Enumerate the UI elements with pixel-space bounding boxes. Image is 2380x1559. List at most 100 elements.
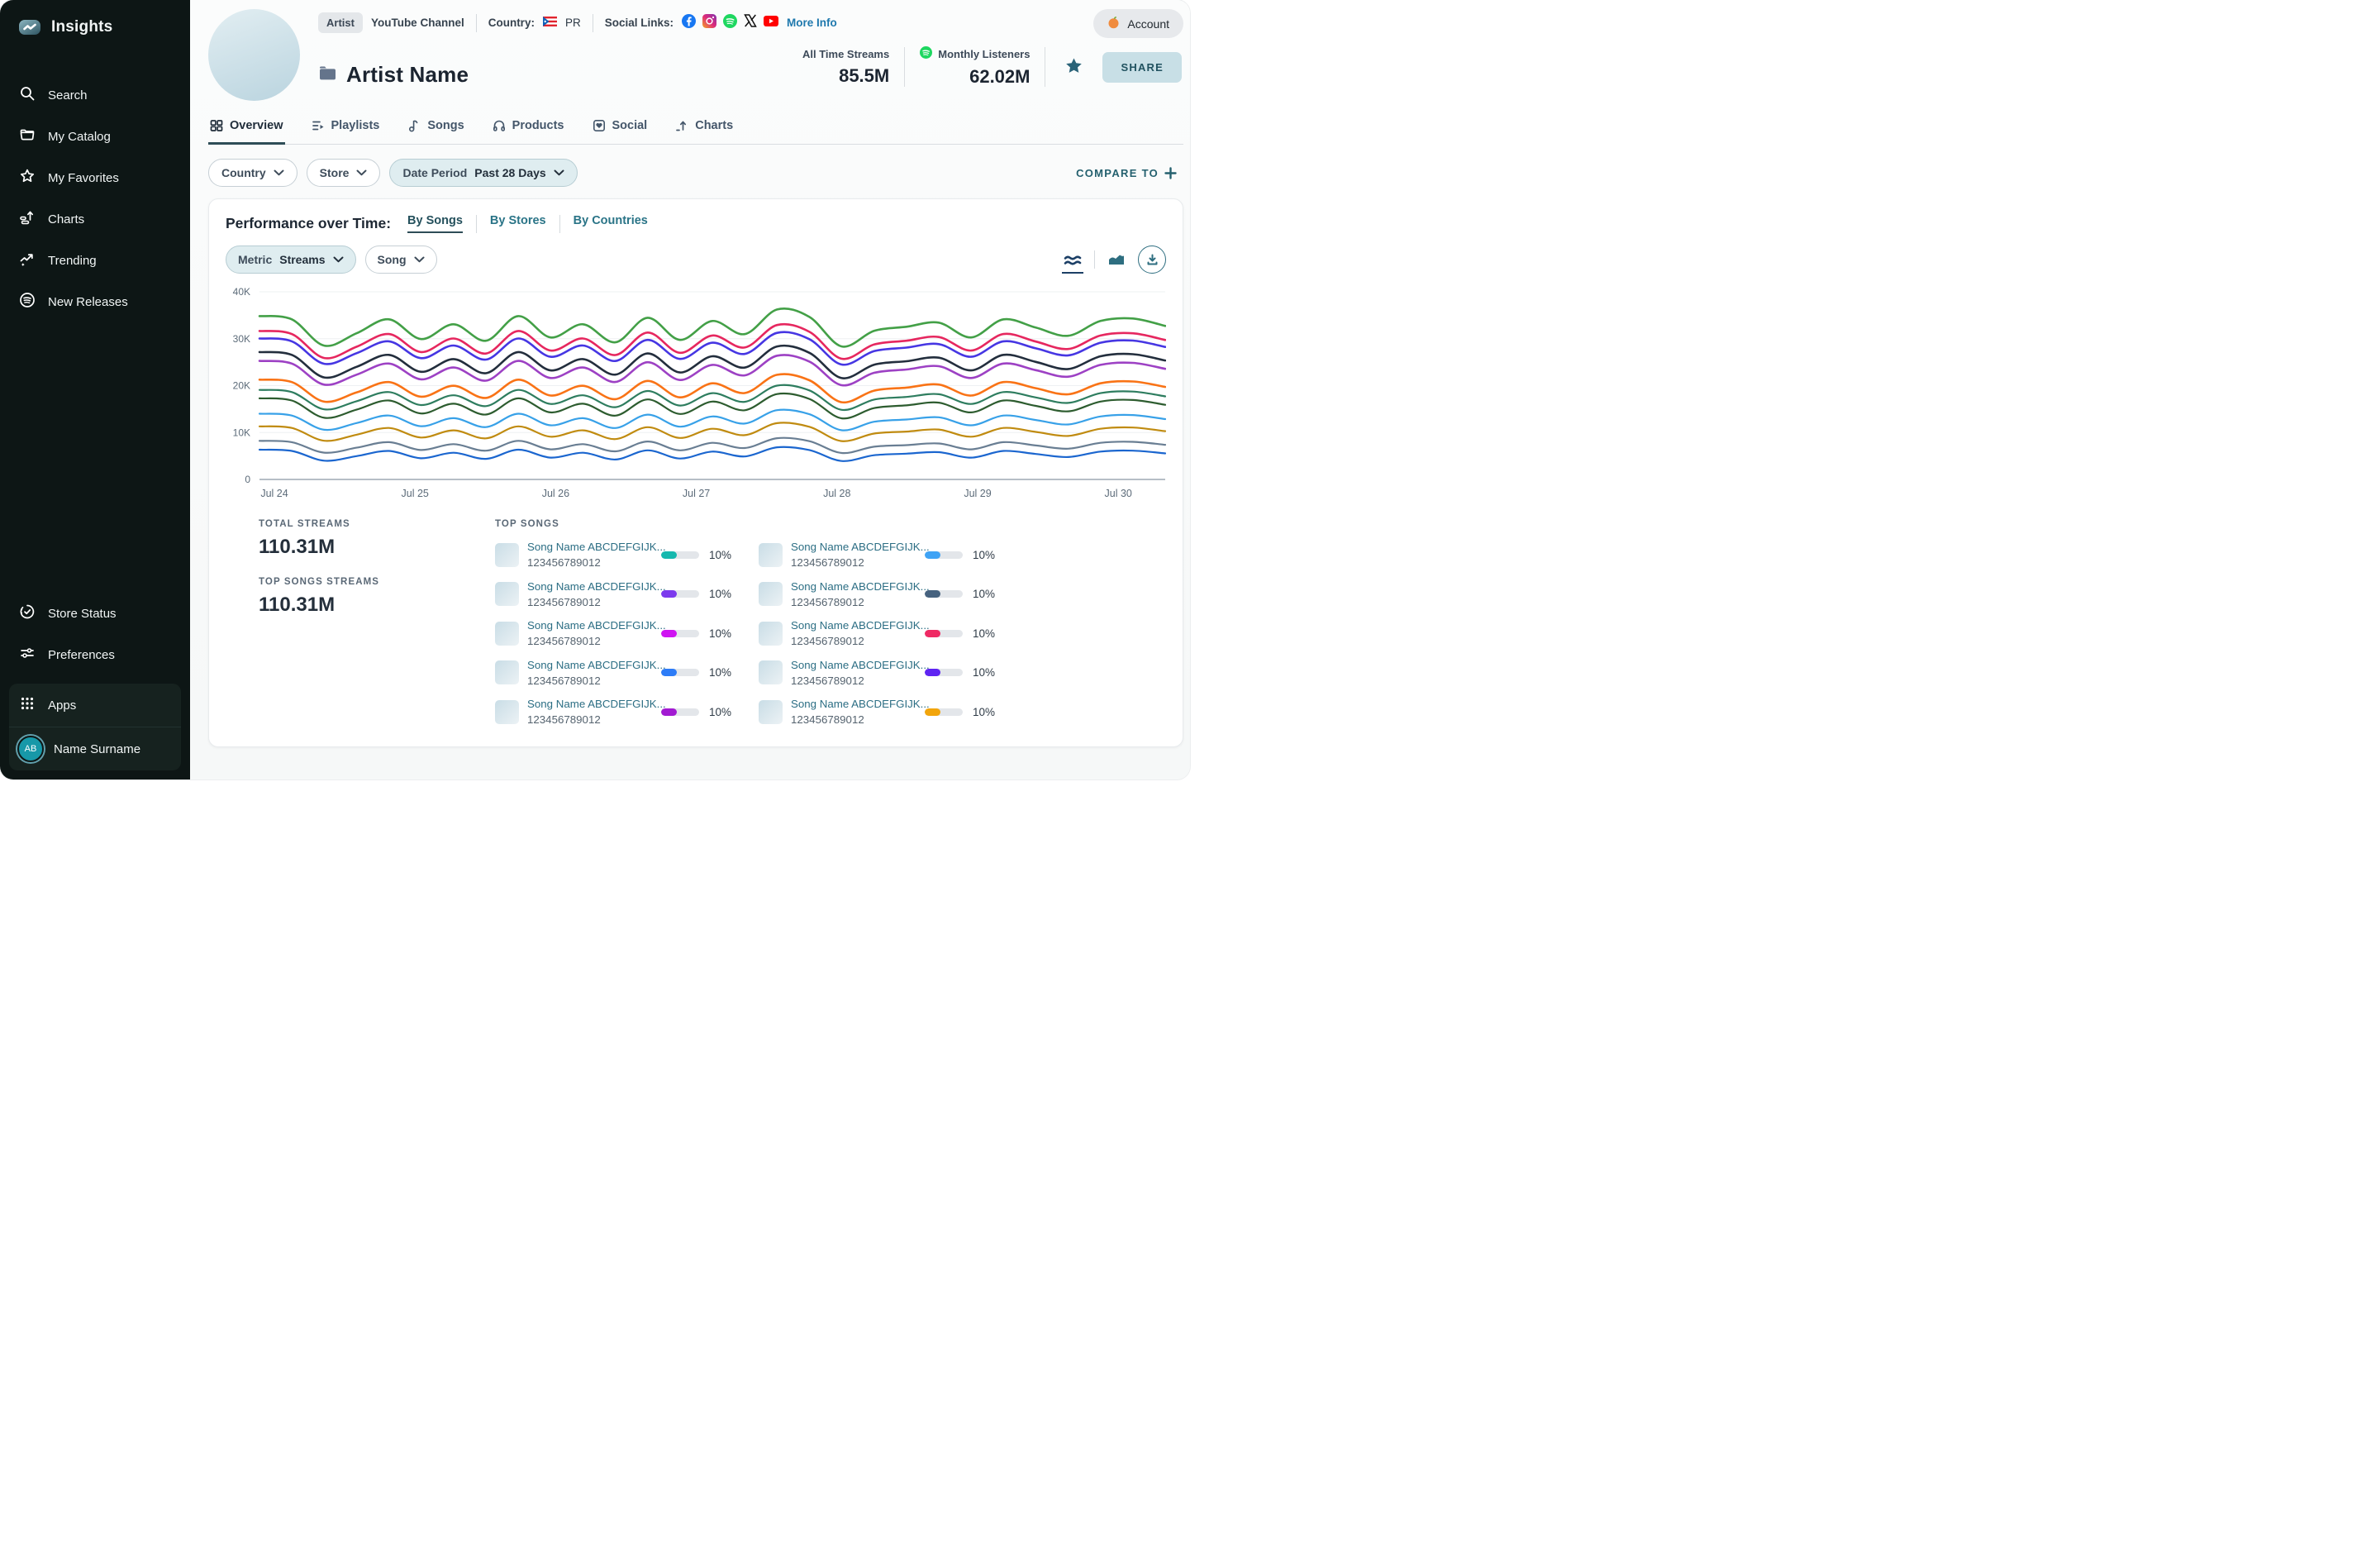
divider [559, 214, 560, 233]
youtube-channel-link[interactable]: YouTube Channel [370, 17, 464, 29]
sidebar-item-label: Preferences [48, 647, 115, 662]
sidebar-item-label: My Catalog [48, 129, 111, 144]
song-row: Song Name ABCDEFGIJK... 123456789012 10% [495, 617, 735, 650]
brand-name: Insights [51, 18, 113, 36]
sidebar-item-trending[interactable]: Trending [9, 240, 181, 281]
tab-overview[interactable]: Overview [208, 119, 285, 145]
folder-icon [318, 64, 337, 85]
tab-playlists[interactable]: Playlists [310, 119, 382, 145]
sidebar-item-preferences[interactable]: Preferences [9, 634, 181, 675]
song-progress-track [925, 590, 963, 598]
tab-songs[interactable]: Songs [406, 119, 465, 145]
song-id: 123456789012 [527, 635, 601, 648]
account-button[interactable]: Account [1093, 9, 1183, 38]
social-icons [682, 13, 778, 32]
song-progress-fill [661, 551, 678, 559]
sidebar-item-store-status[interactable]: Store Status [9, 593, 181, 634]
song-title-link[interactable]: Song Name ABCDEFGIJK... [527, 619, 666, 632]
sidebar-item-my-favorites[interactable]: My Favorites [9, 157, 181, 198]
sidebar-item-apps[interactable]: Apps [9, 684, 181, 727]
song-percent: 10% [709, 705, 732, 718]
svg-text:Jul 24: Jul 24 [260, 488, 288, 499]
sidebar-item-my-catalog[interactable]: My Catalog [9, 116, 181, 157]
svg-text:Jul 30: Jul 30 [1105, 488, 1132, 499]
store-filter-dropdown[interactable]: Store [306, 159, 381, 187]
line-chart-icon [1064, 255, 1082, 265]
sidebar-item-label: Store Status [48, 606, 117, 621]
charts-icon [19, 209, 36, 229]
song-title-link[interactable]: Song Name ABCDEFGIJK... [527, 579, 666, 593]
song-progress-fill [925, 629, 941, 637]
breakdown-dropdown[interactable]: Song [364, 246, 437, 274]
song-thumbnail [495, 621, 519, 646]
spotify-icon[interactable] [723, 13, 737, 32]
download-button[interactable] [1138, 246, 1166, 274]
search-icon [19, 85, 36, 105]
area-chart-toggle[interactable] [1106, 251, 1127, 268]
tab-label: Playlists [331, 119, 380, 132]
area-chart-icon [1109, 255, 1124, 265]
sidebar-item-label: Charts [48, 212, 85, 226]
sidebar-item-search[interactable]: Search [9, 74, 181, 116]
song-title-link[interactable]: Song Name ABCDEFGIJK... [791, 619, 930, 632]
stat-label: All Time Streams [802, 47, 890, 60]
tab-label: Songs [427, 119, 464, 132]
artist-name-row: Artist Name All Time Streams 85.5M Month… [318, 46, 1183, 88]
sidebar-item-label: My Favorites [48, 170, 119, 185]
facebook-icon[interactable] [682, 13, 696, 32]
sidebar-item-charts[interactable]: Charts [9, 198, 181, 240]
sidebar-item-label: New Releases [48, 294, 128, 309]
youtube-icon[interactable] [764, 15, 778, 31]
performance-card: Performance over Time: By Songs By Store… [208, 198, 1183, 747]
song-title-link[interactable]: Song Name ABCDEFGIJK... [527, 541, 666, 553]
tab-social[interactable]: Social [591, 119, 650, 145]
user-menu[interactable]: AB Name Surname [9, 727, 181, 770]
view-by-countries[interactable]: By Countries [573, 214, 648, 227]
performance-chart[interactable]: 0 10K 20K 30K 40K Jul 24 Jul 25 Jul 26 Jul 27 Jul… [226, 284, 1167, 502]
country-code: PR [564, 17, 581, 29]
song-progress-track [661, 590, 699, 598]
song-row: Song Name ABCDEFGIJK... 123456789012 10% [495, 579, 735, 611]
tab-products[interactable]: Products [491, 119, 566, 145]
orange-fruit-icon [1107, 16, 1120, 31]
total-streams-value: 110.31M [259, 536, 336, 558]
sidebar-item-new-releases[interactable]: New Releases [9, 281, 181, 322]
song-percent: 10% [973, 548, 996, 561]
song-id: 123456789012 [791, 713, 864, 727]
song-title-link[interactable]: Song Name ABCDEFGIJK... [791, 658, 930, 671]
more-info-link[interactable]: More Info [787, 17, 837, 29]
song-title-link[interactable]: Song Name ABCDEFGIJK... [527, 658, 666, 671]
view-by-songs[interactable]: By Songs [407, 214, 463, 233]
apps-user-box: Apps AB Name Surname [9, 684, 181, 770]
country-filter-dropdown[interactable]: Country [208, 159, 298, 187]
sidebar-item-label: Search [48, 88, 88, 103]
x-icon[interactable] [744, 14, 757, 31]
song-id: 123456789012 [527, 595, 601, 608]
song-title-link[interactable]: Song Name ABCDEFGIJK... [791, 579, 930, 593]
view-by-stores[interactable]: By Stores [489, 214, 546, 227]
svg-text:20K: 20K [233, 380, 250, 392]
song-title-link[interactable]: Song Name ABCDEFGIJK... [791, 541, 930, 553]
song-title-link[interactable]: Song Name ABCDEFGIJK... [527, 698, 666, 711]
metric-dropdown[interactable]: Metric Streams [226, 246, 356, 274]
song-progress-track [925, 551, 963, 559]
song-row: Song Name ABCDEFGIJK... 123456789012 10% [759, 579, 999, 611]
download-icon [1147, 254, 1157, 265]
song-row: Song Name ABCDEFGIJK... 123456789012 10% [495, 696, 735, 728]
divider [904, 47, 906, 87]
favorite-star-button[interactable] [1060, 53, 1088, 82]
tab-label: Products [512, 119, 564, 132]
country-label: Country: [488, 17, 535, 29]
song-title-link[interactable]: Song Name ABCDEFGIJK... [791, 698, 930, 711]
tab-label: Charts [695, 119, 734, 132]
compare-to-button[interactable]: COMPARE TO [1071, 166, 1183, 180]
social-links-label: Social Links: [604, 17, 674, 29]
line-chart-toggle[interactable] [1062, 252, 1083, 274]
instagram-icon[interactable] [702, 13, 716, 32]
sidebar: Insights Search My Catalog My Favorites … [0, 0, 190, 780]
song-row: Song Name ABCDEFGIJK... 123456789012 10% [759, 617, 999, 650]
date-period-dropdown[interactable]: Date Period Past 28 Days [389, 159, 578, 187]
spotify-icon [920, 46, 933, 61]
tab-charts[interactable]: Charts [674, 119, 735, 145]
share-button[interactable]: SHARE [1102, 51, 1182, 83]
